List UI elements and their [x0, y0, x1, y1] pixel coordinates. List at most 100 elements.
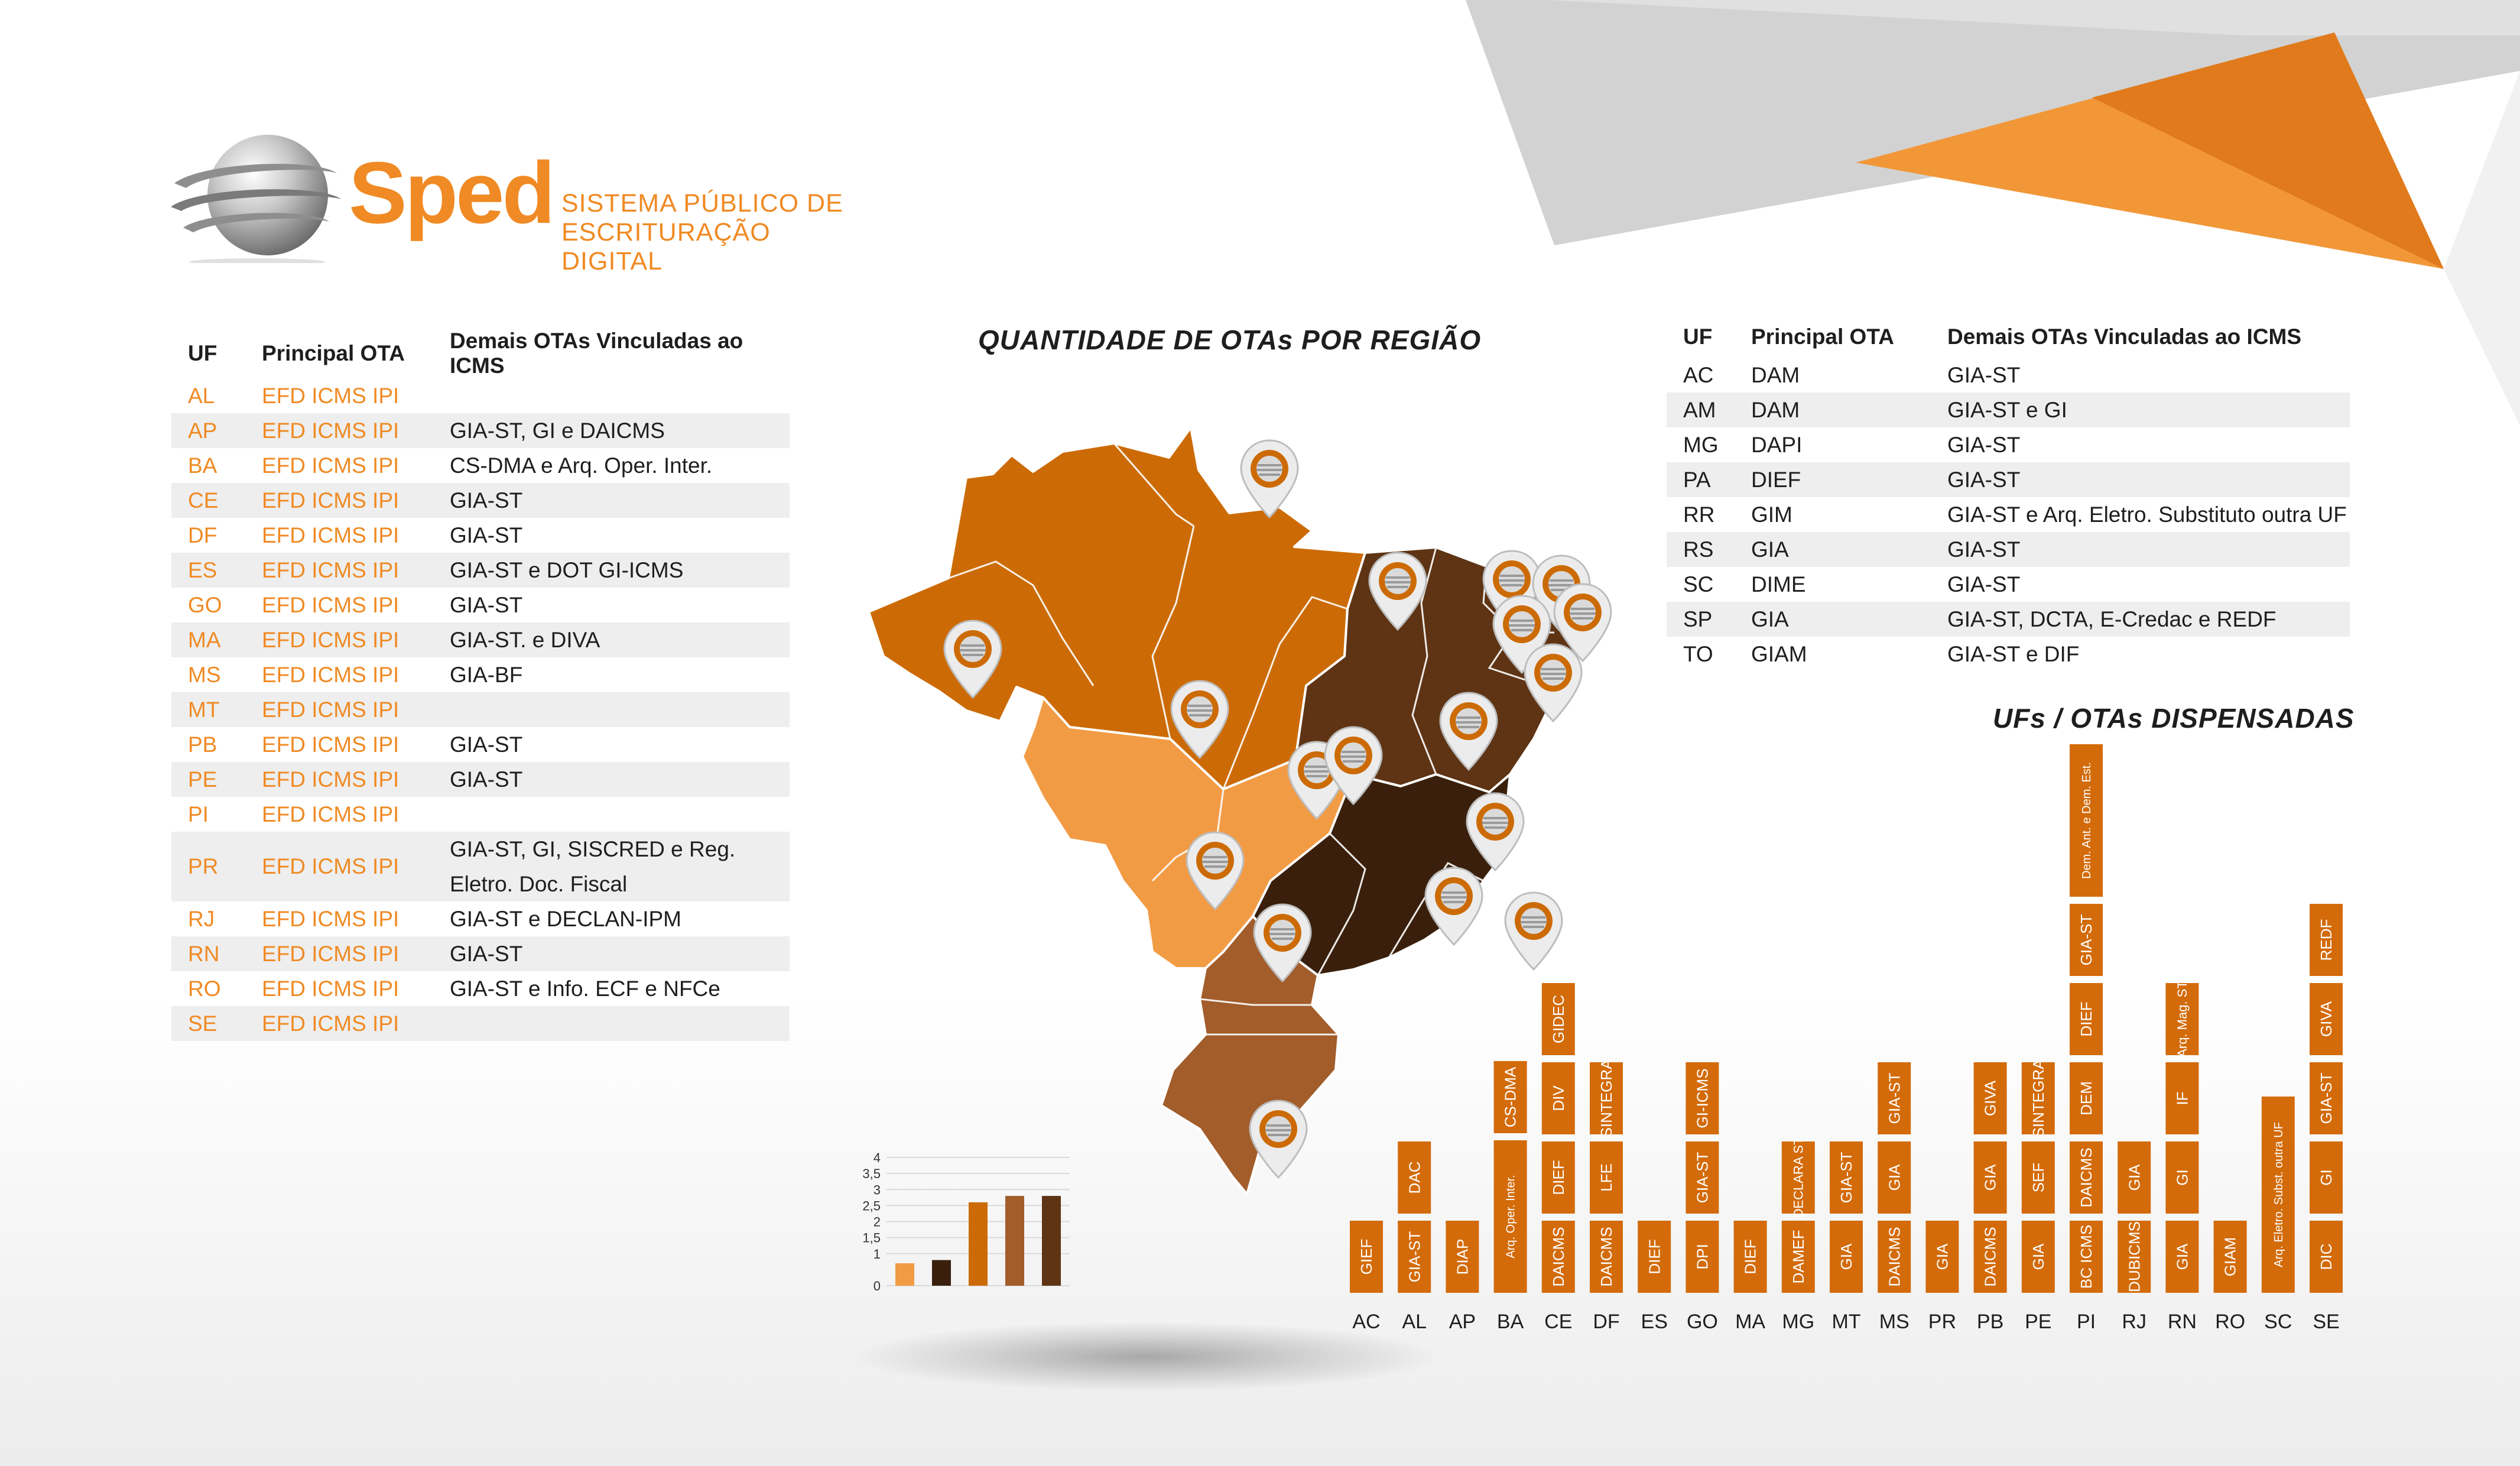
demais-otas-cell: GIA-ST, DCTA, E-Credac e REDF: [1931, 602, 2350, 637]
logo-wordmark: Sped: [349, 144, 556, 242]
principal-ota-cell: EFD ICMS IPI: [245, 936, 433, 971]
uf-cell: ES: [171, 553, 245, 588]
y-tick-label: 3: [873, 1182, 881, 1197]
uf-cell: PA: [1667, 462, 1735, 497]
segment-label: DAMEF: [1790, 1230, 1807, 1284]
demais-otas-cell: GIA-ST: [450, 592, 523, 617]
segment-label: GIVA: [2317, 1001, 2335, 1037]
segment-label: GIA-ST: [1405, 1231, 1423, 1283]
stacked-bar-es: DIEF ES: [1638, 1221, 1671, 1333]
segment-label: GIA-ST: [1885, 1073, 1903, 1124]
principal-ota-cell: EFD ICMS IPI: [245, 553, 433, 588]
x-category-label: PI: [2077, 1311, 2096, 1333]
segment-label: GIA: [2174, 1243, 2191, 1270]
stacked-bar-ap: DIAP AP: [1446, 1221, 1479, 1333]
principal-ota-cell: EFD ICMS IPI: [262, 802, 400, 826]
uf-cell: MA: [171, 622, 245, 657]
table-row: RN EFD ICMS IPI GIA-ST: [171, 936, 790, 971]
principal-ota-cell: DAM: [1751, 362, 1800, 387]
segment-label: Arq. Mag. ST: [2175, 981, 2190, 1058]
y-tick-label: 3,5: [862, 1166, 881, 1181]
uf-cell: DF: [188, 523, 217, 547]
y-tick-label: 2,5: [862, 1198, 881, 1213]
table-row: MS EFD ICMS IPI GIA-BF: [171, 657, 790, 692]
bar-segment: [2118, 1221, 2151, 1293]
bar-segment: [1541, 1062, 1575, 1134]
bar-segment: [1878, 1062, 1911, 1134]
table-row: RO EFD ICMS IPI GIA-ST e Info. ECF e NFCe: [171, 971, 790, 1006]
segment-label: DIC: [2317, 1244, 2335, 1270]
stacked-bar-ro: GIAM RO: [2213, 1221, 2247, 1333]
demais-otas-cell: GIA-ST, GI, SISCRED e Reg. Eletro. Doc. …: [433, 832, 790, 901]
segment-label: GIEF: [1358, 1239, 1375, 1275]
uf-cell: BA: [188, 453, 217, 478]
location-pin-icon: [1186, 831, 1245, 911]
map-shadow: [851, 1321, 1442, 1392]
bar-segment: [1541, 1221, 1575, 1293]
segment-label: Dem. Ant. e Dem. Est.: [2080, 762, 2093, 879]
uf-cell: PI: [188, 802, 209, 826]
bar-segment: [1925, 1221, 1959, 1293]
bar-segment: [1638, 1221, 1671, 1293]
y-tick-label: 1: [873, 1247, 881, 1261]
segment-label: GIA-ST: [1837, 1152, 1855, 1204]
segment-label: Arq. Eletro. Subst. outra UF: [2272, 1122, 2285, 1267]
stacked-bar-ms: DAICMS GIA GIA-ST MS: [1878, 1062, 1911, 1333]
principal-ota-cell: EFD ICMS IPI: [262, 906, 400, 931]
x-category-label: RJ: [2122, 1311, 2146, 1333]
map-title: QUANTIDADE DE OTAs POR REGIÃO: [978, 325, 1482, 355]
demais-otas-cell: [433, 692, 790, 727]
demais-otas-cell: GIA-ST. e DIVA: [433, 622, 790, 657]
demais-otas-cell: GIA-ST e DECLAN-IPM: [450, 906, 682, 931]
segment-label: DIAP: [1454, 1239, 1472, 1275]
table-row: TO GIAM GIA-ST e DIF: [1667, 637, 2350, 672]
segment-label: IF: [2174, 1091, 2191, 1105]
column-header-uf: UF: [188, 341, 217, 365]
x-category-label: MT: [1831, 1311, 1860, 1333]
stacked-bar-pr: GIA PR: [1925, 1221, 1959, 1333]
segment-label: GIAM: [2222, 1237, 2239, 1276]
x-category-label: RN: [2168, 1311, 2197, 1333]
stacked-bar-rj: DUBICMS GIA RJ: [2118, 1141, 2151, 1333]
table-row: GO EFD ICMS IPI GIA-ST: [171, 588, 790, 622]
bar: [932, 1260, 951, 1286]
demais-otas-cell: CS-DMA e Arq. Oper. Inter.: [450, 453, 713, 478]
uf-cell: PE: [171, 762, 245, 797]
table-row: MG DAPI GIA-ST: [1667, 427, 2350, 462]
bar-segment: [1973, 1062, 2007, 1134]
segment-label: GIA: [1982, 1164, 1999, 1191]
uf-cell: RR: [1683, 502, 1715, 527]
uf-cell: RS: [1667, 532, 1735, 567]
bar-segment: [2070, 1141, 2103, 1214]
principal-ota-cell: EFD ICMS IPI: [262, 662, 400, 687]
bar-segment: [1398, 1221, 1431, 1293]
y-tick-label: 4: [873, 1150, 881, 1165]
bar-segment: [1686, 1141, 1719, 1214]
stacked-bar-go: DPI GIA-ST GI-ICMS GO: [1686, 1062, 1719, 1333]
bar-segment: [2070, 744, 2103, 897]
stacked-bar-rn: GIA GI IF Arq. Mag. ST RN: [2165, 981, 2199, 1333]
bar-segment: [2021, 1062, 2055, 1134]
stacked-bar-pb: DAICMS GIA GIVA PB: [1973, 1062, 2007, 1333]
bar-segment: [1686, 1221, 1719, 1293]
principal-ota-cell: DAPI: [1751, 432, 1803, 457]
x-category-label: SC: [2264, 1311, 2292, 1333]
table-row: CE EFD ICMS IPI GIA-ST: [171, 483, 790, 518]
bar-chart-title: UFs / OTAs DISPENSADAS: [1993, 703, 2355, 734]
bar-segment: [1446, 1221, 1479, 1293]
demais-otas-cell: GIA-ST e Arq. Eletro. Substituto outra U…: [1947, 502, 2347, 527]
x-category-label: BA: [1497, 1311, 1524, 1333]
principal-ota-cell: EFD ICMS IPI: [262, 592, 400, 617]
demais-otas-cell: GIA-ST: [1931, 462, 2350, 497]
demais-otas-cell: GIA-ST e Info. ECF e NFCe: [450, 976, 720, 1001]
uf-cell: MG: [1683, 432, 1719, 457]
uf-cell: MS: [188, 662, 221, 687]
bar-segment: [2165, 1221, 2199, 1293]
stacked-bar-df: DAICMS LFE SINTEGRA DF: [1590, 1059, 1623, 1333]
x-category-label: AL: [1402, 1311, 1427, 1333]
principal-ota-cell: EFD ICMS IPI: [245, 692, 433, 727]
uf-cell: TO: [1683, 641, 1713, 666]
segment-label: DAICMS: [2077, 1147, 2095, 1207]
segment-label: GIA: [1934, 1243, 1951, 1270]
bar-segment: [2021, 1141, 2055, 1214]
